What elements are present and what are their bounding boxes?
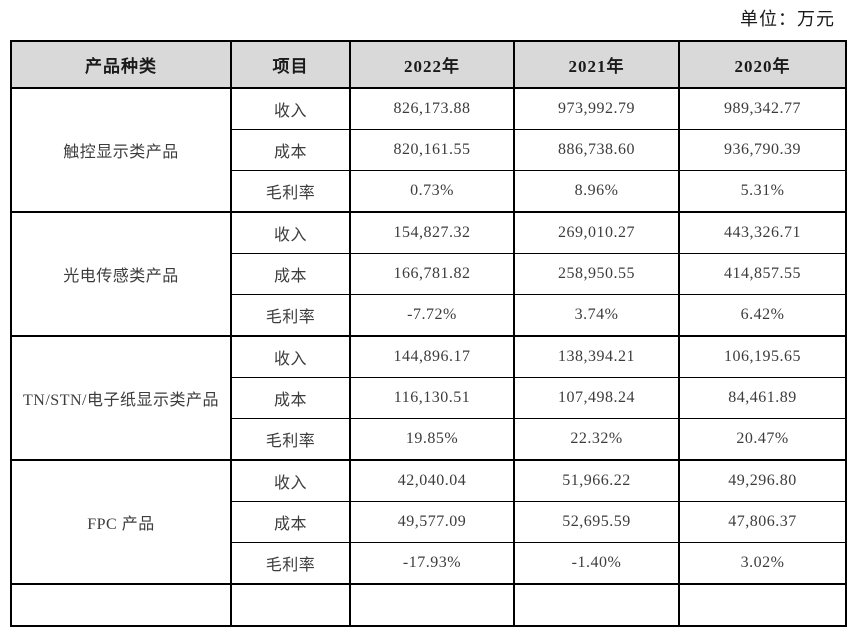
table-row: 成本 116,130.51 107,498.24 84,461.89 — [11, 377, 847, 419]
value-cell: 42,040.04 — [349, 459, 515, 502]
value-cell — [513, 583, 680, 627]
item-cell: 毛利率 — [230, 418, 351, 461]
item-cell: 成本 — [230, 377, 351, 419]
value-cell: 107,498.24 — [513, 377, 680, 419]
value-cell: 116,130.51 — [349, 377, 515, 419]
header-product-category: 产品种类 — [10, 40, 232, 89]
category-cell: 触控显示类产品 — [10, 87, 232, 213]
value-cell: 84,461.89 — [678, 377, 847, 419]
product-group-2: TN/STN/电子纸显示类产品 收入 144,896.17 138,394.21 106… — [10, 335, 847, 461]
category-cell: FPC 产品 — [10, 459, 232, 585]
value-cell: 0.73% — [349, 170, 515, 213]
value-cell: 52,695.59 — [513, 501, 680, 543]
table-row: 毛利率 19.85% 22.32% 20.47% — [11, 418, 847, 461]
header-item: 项目 — [230, 40, 351, 89]
header-year-2021: 2021年 — [513, 40, 680, 89]
value-cell: 138,394.21 — [513, 335, 680, 378]
value-cell: 443,326.71 — [678, 211, 847, 254]
header-year-2020: 2020年 — [678, 40, 847, 89]
item-cell: 成本 — [230, 129, 351, 171]
table-row: 毛利率 0.73% 8.96% 5.31% — [11, 170, 847, 213]
product-financials-table: 产品种类 项目 2022年 2021年 2020年 触控显示类产品 收入 826,1… — [10, 40, 847, 627]
value-cell: 49,577.09 — [349, 501, 515, 543]
value-cell: -1.40% — [513, 542, 680, 585]
value-cell: 154,827.32 — [349, 211, 515, 254]
item-cell: 收入 — [230, 459, 351, 502]
table-row: 成本 820,161.55 886,738.60 936,790.39 — [11, 129, 847, 171]
value-cell: 106,195.65 — [678, 335, 847, 378]
value-cell: 20.47% — [678, 418, 847, 461]
value-cell: 51,966.22 — [513, 459, 680, 502]
value-cell: -17.93% — [349, 542, 515, 585]
value-cell: 166,781.82 — [349, 253, 515, 295]
item-cell: 毛利率 — [230, 294, 351, 337]
value-cell: 5.31% — [678, 170, 847, 213]
table-row: 触控显示类产品 收入 826,173.88 973,992.79 989,342.77 — [10, 87, 847, 213]
value-cell: 47,806.37 — [678, 501, 847, 543]
item-cell: 毛利率 — [230, 170, 351, 213]
value-cell: 19.85% — [349, 418, 515, 461]
table-row: 成本 49,577.09 52,695.59 47,806.37 — [11, 501, 847, 543]
unit-label: 单位：万元 — [740, 9, 835, 29]
product-group-1: 光电传感类产品 收入 154,827.32 269,010.27 443,326.71 成… — [10, 211, 847, 337]
item-cell: 收入 — [230, 211, 351, 254]
table-row: 光电传感类产品 收入 154,827.32 269,010.27 443,326.71 — [10, 211, 847, 337]
item-cell — [230, 583, 351, 627]
item-cell: 成本 — [230, 501, 351, 543]
value-cell: 8.96% — [513, 170, 680, 213]
partial-next-group — [10, 583, 847, 627]
value-cell: 3.74% — [513, 294, 680, 337]
table-row: 毛利率 -7.72% 3.74% 6.42% — [11, 294, 847, 337]
value-cell: 886,738.60 — [513, 129, 680, 171]
value-cell — [349, 583, 515, 627]
item-cell: 成本 — [230, 253, 351, 295]
product-group-0: 触控显示类产品 收入 826,173.88 973,992.79 989,342.77 成… — [10, 87, 847, 213]
value-cell: 258,950.55 — [513, 253, 680, 295]
item-cell: 毛利率 — [230, 542, 351, 585]
item-cell: 收入 — [230, 87, 351, 130]
category-cell: 光电传感类产品 — [10, 211, 232, 337]
value-cell: 144,896.17 — [349, 335, 515, 378]
value-cell: 414,857.55 — [678, 253, 847, 295]
value-cell — [678, 583, 847, 627]
value-cell: 3.02% — [678, 542, 847, 585]
header-row: 产品种类 项目 2022年 2021年 2020年 — [10, 40, 847, 89]
value-cell: 22.32% — [513, 418, 680, 461]
category-cell: TN/STN/电子纸显示类产品 — [10, 335, 232, 461]
table-row-partial — [10, 583, 847, 627]
value-cell: 989,342.77 — [678, 87, 847, 130]
table-row: TN/STN/电子纸显示类产品 收入 144,896.17 138,394.21 106… — [10, 335, 847, 461]
table-row: 成本 166,781.82 258,950.55 414,857.55 — [11, 253, 847, 295]
value-cell: 6.42% — [678, 294, 847, 337]
value-cell: -7.72% — [349, 294, 515, 337]
value-cell: 269,010.27 — [513, 211, 680, 254]
value-cell: 820,161.55 — [349, 129, 515, 171]
value-cell: 49,296.80 — [678, 459, 847, 502]
value-cell: 826,173.88 — [349, 87, 515, 130]
value-cell: 973,992.79 — [513, 87, 680, 130]
header-year-2022: 2022年 — [349, 40, 515, 89]
product-group-3: FPC 产品 收入 42,040.04 51,966.22 49,296.80 成本 49,… — [10, 459, 847, 585]
item-cell: 收入 — [230, 335, 351, 378]
table-header: 产品种类 项目 2022年 2021年 2020年 — [10, 40, 847, 89]
table-row: FPC 产品 收入 42,040.04 51,966.22 49,296.80 — [10, 459, 847, 585]
category-cell — [10, 583, 232, 627]
value-cell: 936,790.39 — [678, 129, 847, 171]
